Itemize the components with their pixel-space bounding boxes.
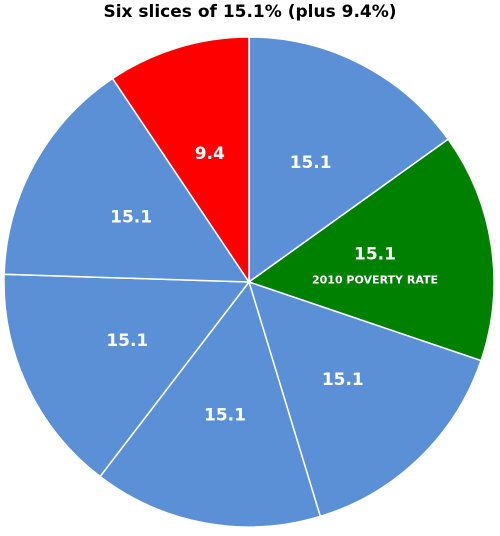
pie-slice-2 <box>247 138 495 362</box>
pie-slice-7 <box>111 36 250 285</box>
slice-value-label-5: 15.1 <box>106 331 148 351</box>
pie-slice-6 <box>3 77 251 283</box>
slice-value-label-7: 9.4 <box>195 144 225 164</box>
slice-value-label-4: 15.1 <box>204 406 246 426</box>
slice-annotation-label: 2010 POVERTY RATE <box>312 273 438 286</box>
slice-value-label-3: 15.1 <box>322 370 364 390</box>
pie-slice-3 <box>247 280 482 518</box>
pie-slice-4 <box>99 280 322 528</box>
pie-slice-1 <box>248 36 450 284</box>
slice-value-label-6: 15.1 <box>110 208 152 228</box>
slice-value-label-1: 15.1 <box>290 153 332 173</box>
pie-slice-5 <box>3 273 251 478</box>
chart-title: Six slices of 15.1% (plus 9.4%) <box>103 2 397 22</box>
slice-value-label-2: 15.1 <box>354 244 396 264</box>
